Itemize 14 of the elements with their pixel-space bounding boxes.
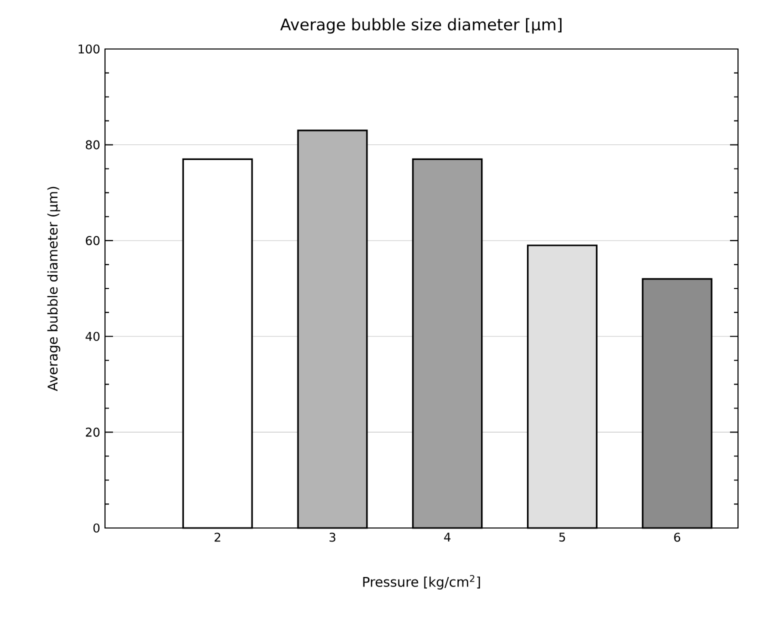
chart-title: Average bubble size diameter [μm] (280, 18, 562, 34)
x-tick-label: 4 (444, 532, 451, 542)
x-tick-label: 5 (559, 532, 566, 542)
y-tick-label: 0 (93, 523, 100, 533)
y-tick-label: 20 (86, 428, 100, 437)
x-tick-label: 3 (330, 532, 336, 542)
y-tick-label: 40 (86, 332, 100, 341)
y-tick-label: 80 (86, 140, 100, 150)
x-tick-label: 6 (674, 532, 680, 542)
y-tick-label: 100 (78, 44, 100, 54)
x-tick-label: 2 (214, 532, 220, 542)
y-tick-label: 60 (86, 236, 100, 246)
x-axis-title: Pressure [kg/cm$^{2}$] (363, 574, 480, 590)
y-axis-title: Average bubble diameter (μm) (47, 186, 60, 392)
